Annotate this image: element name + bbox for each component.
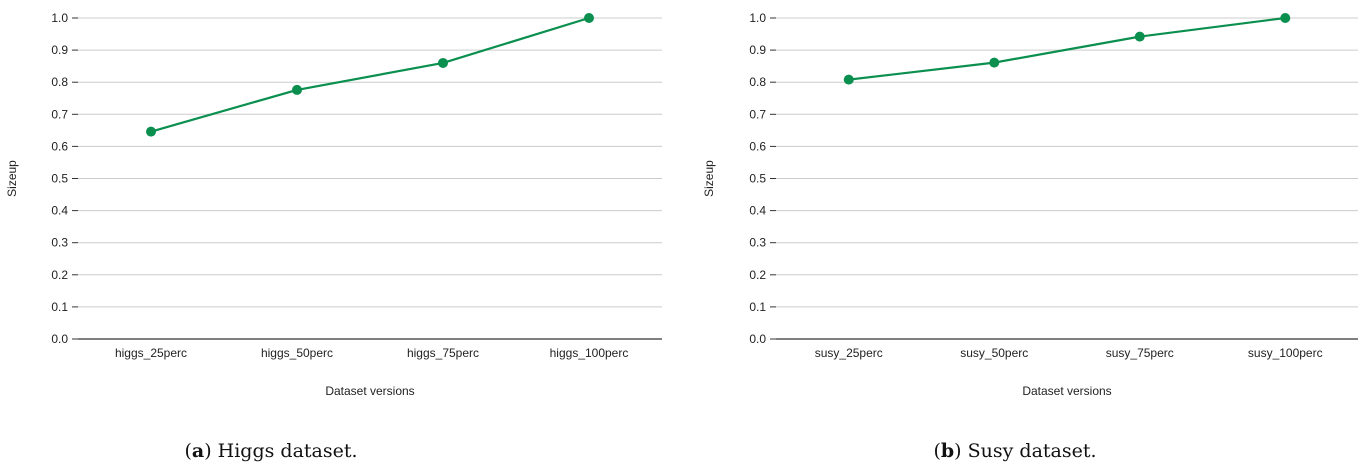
y-tick-label: 0.8 [51, 75, 68, 89]
y-tick-label: 0.4 [749, 204, 766, 218]
x-tick-label: susy_50perc [960, 346, 1028, 360]
y-tick-label: 0.4 [51, 204, 68, 218]
y-tick-label: 0.5 [749, 172, 766, 186]
y-axis-title: Sizeup [5, 160, 19, 197]
y-tick-label: 0.3 [749, 236, 766, 250]
y-tick-label: 1.0 [51, 11, 68, 25]
caption-letter: a [192, 440, 204, 462]
x-tick-label: susy_25perc [815, 346, 883, 360]
caption-letter: b [941, 440, 954, 462]
data-point [1134, 31, 1145, 42]
data-point [292, 84, 302, 95]
caption-text: Susy dataset. [962, 440, 1097, 462]
y-tick-label: 0.9 [51, 43, 68, 57]
y-tick-label: 0.5 [51, 172, 68, 186]
x-tick-label: higgs_50perc [261, 346, 333, 360]
y-tick-label: 0.0 [749, 332, 766, 346]
x-tick-label: higgs_100perc [550, 346, 629, 360]
x-tick-label: higgs_25perc [115, 346, 187, 360]
y-axis-title: Sizeup [702, 160, 716, 197]
y-tick-label: 0.6 [749, 139, 766, 153]
y-tick-label: 0.8 [749, 75, 766, 89]
y-tick-label: 0.2 [749, 268, 766, 282]
data-point [843, 74, 854, 85]
y-tick-label: 1.0 [749, 11, 766, 25]
y-tick-label: 0.9 [749, 43, 766, 57]
y-tick-label: 0.1 [51, 300, 68, 314]
y-tick-label: 0.7 [51, 107, 68, 121]
caption-paren-open: ( [933, 440, 940, 462]
chart-panel-1: 0.0 0.1 0.2 0.3 0.4 0.5 0.6 0.7 0.8 0.9 1.0 higgs_2… [5, 11, 662, 462]
x-axis-title: Dataset versions [1022, 384, 1111, 398]
y-tick-label: 0.3 [51, 236, 68, 250]
caption-paren-close: ) [954, 440, 961, 462]
data-point [146, 126, 156, 137]
data-point [584, 13, 594, 23]
y-tick-label: 0.2 [51, 268, 68, 282]
y-tick-label: 0.0 [51, 332, 68, 346]
data-point [1280, 13, 1291, 23]
figure-caption: (a) Higgs dataset. [184, 440, 357, 462]
x-tick-label: susy_100perc [1248, 346, 1323, 360]
x-tick-label: susy_75perc [1106, 346, 1174, 360]
caption-paren-close: ) [204, 440, 211, 462]
y-tick-label: 0.7 [749, 107, 766, 121]
caption-paren-open: ( [184, 440, 191, 462]
x-axis-title: Dataset versions [325, 384, 414, 398]
y-tick-label: 0.1 [749, 300, 766, 314]
data-point [989, 57, 1000, 68]
figure-caption: (b) Susy dataset. [933, 440, 1096, 462]
chart-panel-2: 0.0 0.1 0.2 0.3 0.4 0.5 0.6 0.7 0.8 0.9 1.0 susy_25… [702, 11, 1358, 462]
series-line [848, 16, 1286, 81]
x-tick-label: higgs_75perc [407, 346, 479, 360]
caption-text: Higgs dataset. [212, 440, 358, 462]
series-line [150, 16, 590, 133]
y-tick-label: 0.6 [51, 139, 68, 153]
data-point [438, 57, 448, 68]
